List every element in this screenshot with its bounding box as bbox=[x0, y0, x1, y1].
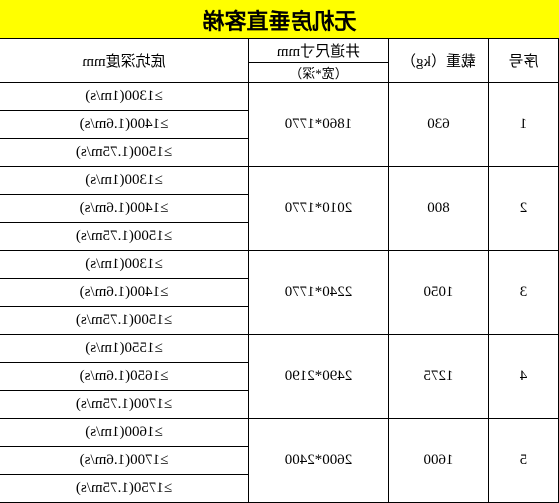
cell-depth: ≥1650(1.6m/s) bbox=[0, 363, 249, 391]
cell-load: 630 bbox=[389, 83, 489, 167]
page-title: 无机房垂直客梯 bbox=[0, 0, 559, 38]
cell-depth: ≥1500(1.75m/s) bbox=[0, 307, 249, 335]
cell-depth: ≥1500(1.75m/s) bbox=[0, 139, 249, 167]
cell-load: 1050 bbox=[389, 251, 489, 335]
cell-depth: ≥1750(1.75m/s) bbox=[0, 475, 249, 503]
cell-seq: 1 bbox=[489, 83, 559, 167]
table-row: 5 1600 2600*2400 ≥1600(1m/s) bbox=[0, 419, 559, 447]
cell-shaft: 2490*2190 bbox=[249, 335, 389, 419]
cell-depth: ≥1550(1m/s) bbox=[0, 335, 249, 363]
cell-seq: 4 bbox=[489, 335, 559, 419]
header-shaft: 井道尺寸mm bbox=[249, 39, 389, 63]
table-row: 1 630 1860*1770 ≥1300(1m/s) bbox=[0, 83, 559, 111]
header-seq: 序号 bbox=[489, 39, 559, 83]
header-depth: 底坑深度mm bbox=[0, 39, 249, 83]
cell-depth: ≥1400(1.6m/s) bbox=[0, 195, 249, 223]
cell-depth: ≥1700(1.6m/s) bbox=[0, 447, 249, 475]
cell-seq: 2 bbox=[489, 167, 559, 251]
cell-load: 800 bbox=[389, 167, 489, 251]
header-load: 载重（kg） bbox=[389, 39, 489, 83]
cell-seq: 3 bbox=[489, 251, 559, 335]
cell-depth: ≥1700(1.75m/s) bbox=[0, 391, 249, 419]
cell-shaft: 2240*1770 bbox=[249, 251, 389, 335]
cell-depth: ≥1600(1m/s) bbox=[0, 419, 249, 447]
cell-depth: ≥1500(1.75m/s) bbox=[0, 223, 249, 251]
table-row: 2 800 2010*1770 ≥1300(1m/s) bbox=[0, 167, 559, 195]
cell-shaft: 2010*1770 bbox=[249, 167, 389, 251]
cell-depth: ≥1400(1.6m/s) bbox=[0, 279, 249, 307]
cell-load: 1275 bbox=[389, 335, 489, 419]
cell-depth: ≥1400(1.6m/s) bbox=[0, 111, 249, 139]
table-header-row: 序号 载重（kg） 井道尺寸mm 底坑深度mm bbox=[0, 39, 559, 63]
cell-depth: ≥1300(1m/s) bbox=[0, 83, 249, 111]
cell-depth: ≥1300(1m/s) bbox=[0, 251, 249, 279]
table-row: 3 1050 2240*1770 ≥1300(1m/s) bbox=[0, 251, 559, 279]
cell-load: 1600 bbox=[389, 419, 489, 503]
cell-seq: 5 bbox=[489, 419, 559, 503]
cell-depth: ≥1300(1m/s) bbox=[0, 167, 249, 195]
cell-shaft: 2600*2400 bbox=[249, 419, 389, 503]
elevator-spec-table: 序号 载重（kg） 井道尺寸mm 底坑深度mm （宽*深） 1 630 1860… bbox=[0, 38, 559, 503]
cell-shaft: 1860*1770 bbox=[249, 83, 389, 167]
table-row: 4 1275 2490*2190 ≥1550(1m/s) bbox=[0, 335, 559, 363]
header-shaft-sub: （宽*深） bbox=[249, 63, 389, 83]
